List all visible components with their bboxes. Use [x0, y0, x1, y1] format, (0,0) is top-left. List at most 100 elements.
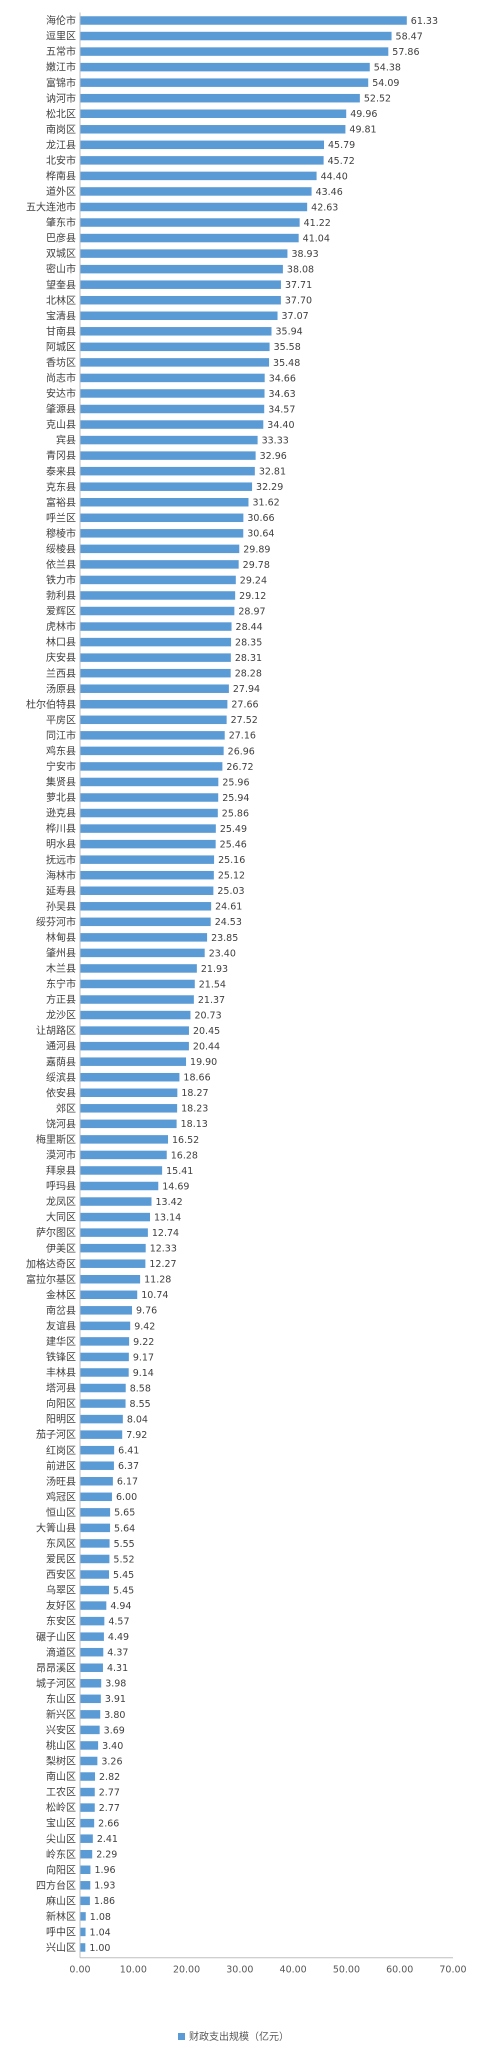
data-label: 2.29 [96, 1850, 117, 1861]
bar [80, 637, 232, 647]
data-label: 4.37 [107, 1648, 128, 1659]
category-label: 友好区 [46, 1599, 76, 1612]
category-label: 拜泉县 [46, 1164, 76, 1177]
data-label: 45.72 [328, 156, 355, 167]
bar [80, 16, 407, 25]
data-label: 12.33 [150, 1244, 177, 1255]
bar [80, 1197, 152, 1206]
data-label: 12.27 [149, 1259, 176, 1270]
category-label: 绥滨县 [46, 1071, 76, 1084]
bar [80, 1927, 86, 1937]
bar [80, 1585, 110, 1595]
bar [80, 1352, 129, 1362]
bar [80, 870, 214, 880]
bar [80, 1212, 151, 1222]
data-label: 1.04 [90, 1927, 111, 1938]
category-label: 林口县 [46, 636, 76, 649]
category-label: 青冈县 [46, 449, 76, 462]
bar [80, 762, 223, 771]
bar [80, 1756, 98, 1766]
bar [80, 902, 212, 911]
bar [80, 1849, 93, 1859]
bar [80, 420, 264, 429]
category-label: 五常市 [46, 45, 76, 58]
bar [80, 1041, 189, 1051]
x-tick-label: 10.00 [120, 1965, 147, 1976]
category-label: 富拉尔基区 [26, 1273, 76, 1286]
category-label: 金林区 [46, 1288, 76, 1301]
data-label: 29.78 [243, 560, 270, 571]
bar [80, 1383, 126, 1393]
bar [80, 482, 253, 491]
bars-group: 海伦市 61.33 逗里区 58.47 五常市 57.86 嫩江市 54.38 富锦市 54.09… [26, 14, 438, 1954]
category-label: 郊区 [56, 1102, 76, 1115]
category-label: 铁锋区 [46, 1351, 76, 1364]
data-label: 42.63 [311, 202, 338, 213]
data-label: 6.17 [117, 1477, 138, 1488]
category-label: 大箐山县 [36, 1521, 76, 1534]
category-label: 鸡东县 [46, 744, 76, 757]
category-label: 阳明区 [46, 1414, 76, 1426]
data-label: 26.72 [226, 762, 253, 773]
bar [80, 1741, 99, 1750]
x-tick-label: 40.00 [280, 1965, 307, 1976]
bar [80, 839, 216, 849]
data-label: 28.35 [235, 638, 262, 649]
bar [80, 622, 232, 631]
bar [80, 591, 236, 600]
bar [80, 1865, 91, 1875]
bar [80, 606, 235, 616]
bar [80, 653, 231, 662]
data-label: 3.26 [101, 1756, 122, 1767]
category-label: 松北区 [46, 107, 76, 120]
category-label: 平房区 [46, 713, 76, 726]
data-label: 2.66 [98, 1819, 119, 1830]
data-label: 14.69 [162, 1181, 189, 1192]
category-label: 汤原县 [46, 682, 76, 695]
bar [80, 140, 324, 150]
bar [80, 1725, 100, 1735]
category-label: 富裕县 [46, 496, 76, 509]
category-label: 海林市 [46, 869, 76, 882]
data-label: 18.13 [181, 1119, 208, 1130]
bar [80, 855, 215, 864]
category-label: 梨树区 [46, 1755, 76, 1768]
data-label: 9.76 [136, 1306, 157, 1317]
category-label: 依兰县 [46, 558, 76, 571]
category-label: 阿城区 [46, 341, 76, 353]
data-label: 37.70 [285, 296, 312, 307]
bar [80, 684, 229, 693]
bar [80, 1461, 114, 1470]
bar [80, 1243, 146, 1253]
x-tick-label: 60.00 [386, 1965, 413, 1976]
bar [80, 1943, 86, 1952]
bar [80, 1150, 167, 1160]
category-label: 兰西县 [46, 667, 76, 680]
category-label: 萝北县 [46, 792, 76, 804]
data-label: 6.41 [118, 1446, 139, 1457]
category-label: 东风区 [46, 1537, 76, 1550]
data-label: 37.07 [282, 311, 309, 322]
category-label: 杜尔伯特县 [26, 698, 76, 711]
category-label: 嫩江市 [46, 61, 76, 74]
data-label: 61.33 [411, 16, 438, 27]
data-label: 49.81 [349, 125, 376, 136]
data-label: 13.14 [154, 1212, 181, 1223]
category-label: 桦南县 [46, 170, 76, 183]
data-label: 1.93 [94, 1881, 115, 1892]
category-label: 延寿县 [46, 884, 76, 897]
category-label: 集贤县 [46, 776, 76, 789]
bar [80, 1834, 93, 1843]
category-label: 四方台区 [36, 1879, 76, 1892]
data-label: 29.24 [240, 575, 267, 586]
data-label: 34.57 [268, 404, 295, 415]
category-label: 龙沙区 [46, 1009, 76, 1022]
data-label: 2.77 [99, 1787, 120, 1798]
category-label: 孙吴县 [46, 900, 76, 913]
data-label: 37.71 [285, 280, 312, 291]
bar [80, 1026, 189, 1035]
data-label: 2.82 [99, 1772, 120, 1783]
bar [80, 964, 197, 973]
data-label: 32.96 [260, 451, 287, 462]
data-label: 18.66 [183, 1073, 210, 1084]
